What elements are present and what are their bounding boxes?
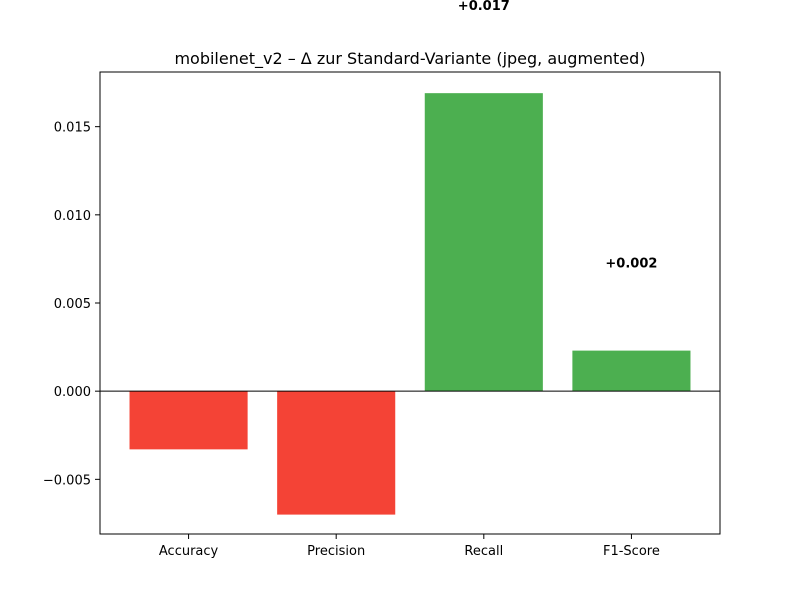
- bar-f1-score: [572, 350, 691, 392]
- plot-frame: [99, 71, 721, 535]
- y-axis: −0.005 0.000 0.005 0.010 0.015: [43, 121, 100, 488]
- data-labels-group: +0.017 +0.002: [458, 0, 658, 271]
- y-tick-label: −0.005: [43, 473, 91, 488]
- x-tick-label: Accuracy: [159, 544, 219, 559]
- x-tick-label: F1-Score: [603, 544, 660, 559]
- x-tick-label: Recall: [464, 544, 503, 559]
- data-label: +0.002: [605, 256, 657, 271]
- y-tick-label: 0.010: [54, 209, 91, 224]
- bar-precision: [277, 391, 396, 515]
- x-tick-label: Precision: [307, 544, 365, 559]
- y-tick-label: 0.005: [54, 297, 91, 312]
- bar-recall: [424, 93, 543, 392]
- x-axis: Accuracy Precision Recall F1-Score: [159, 534, 660, 559]
- y-tick-label: 0.000: [54, 385, 91, 400]
- data-label: +0.017: [458, 0, 510, 14]
- bar-accuracy: [129, 391, 248, 450]
- bars-group: [129, 93, 691, 515]
- y-tick-label: 0.015: [54, 121, 91, 136]
- chart-title: mobilenet_v2 – Δ zur Standard-Variante (…: [174, 49, 645, 69]
